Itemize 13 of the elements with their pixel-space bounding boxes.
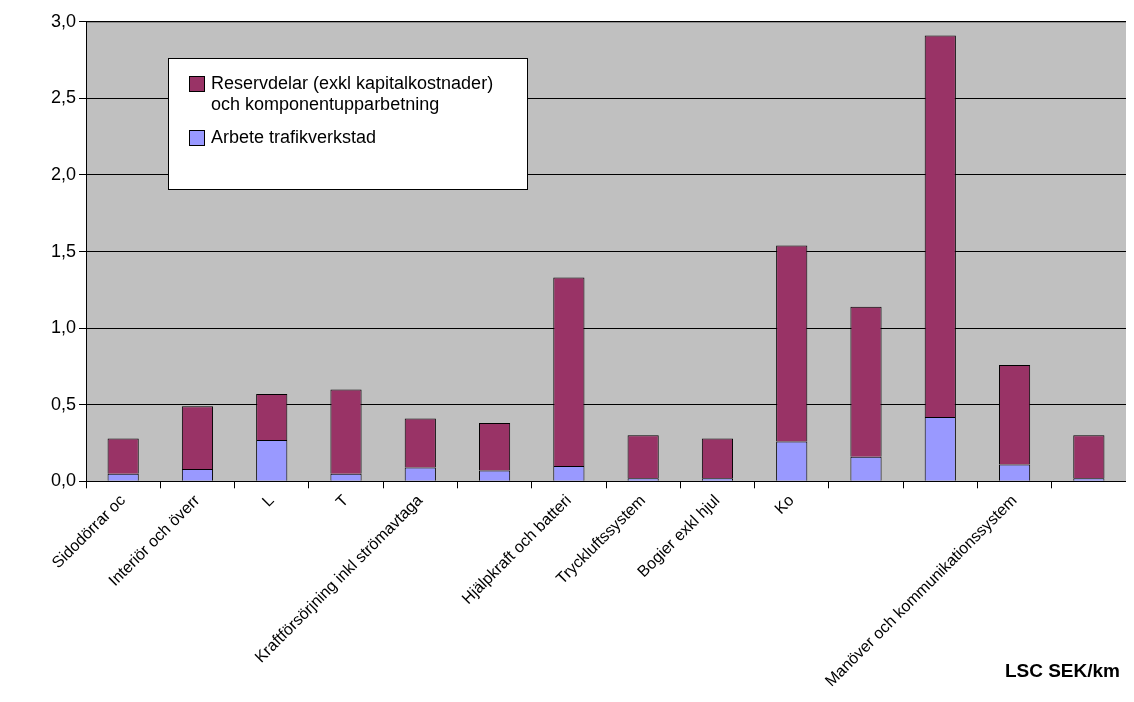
y-tick-label: 2,5 (50, 87, 77, 108)
y-tick-label: 2,0 (50, 163, 77, 184)
y-tick-label: 0,5 (50, 393, 77, 414)
text: LSC SEK/km (1004, 660, 1120, 682)
x-tick-label: T (332, 491, 352, 511)
y-tick-label: 0,0 (50, 470, 77, 491)
y-tick-label: 3,0 (50, 10, 77, 31)
legend-label: Reservdelar (exkl kapitalkostnader) och komponentupparbetning (211, 73, 495, 115)
legend-label: Arbete trafikverkstad (211, 127, 377, 148)
y-tick-label: 1,5 (50, 240, 77, 261)
x-tick-label: Ko (771, 491, 798, 518)
x-tick-label: L (258, 491, 278, 510)
y-tick-label: 1,0 (50, 317, 77, 338)
